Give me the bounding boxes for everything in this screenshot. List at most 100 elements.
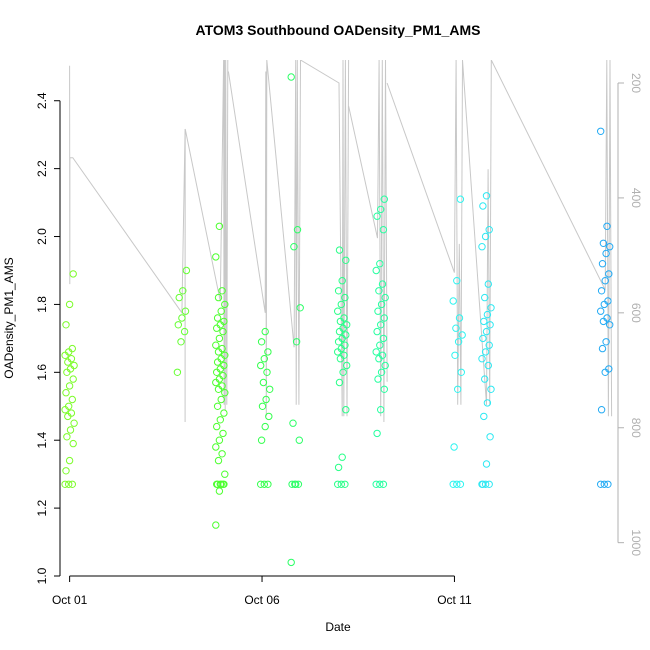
data-point [377,368,386,376]
x-axis-label: Date [325,620,351,634]
data-point [377,406,385,414]
data-point [483,399,492,407]
data-point [257,338,266,346]
y-tick-label: 2.2 [35,160,49,177]
data-point [174,321,183,329]
data-point [481,375,489,383]
data-point [68,480,77,488]
data-point [483,310,492,319]
data-point [215,222,224,231]
y2-tick-label: 400 [629,188,643,208]
data-point [481,348,490,356]
data-point [178,314,186,322]
data-point [381,361,389,370]
data-point [257,480,265,488]
data-point [334,287,343,295]
data-point [377,205,385,214]
data-point [182,266,191,275]
data-point [219,327,227,336]
data-point [287,558,295,567]
data-point [262,395,270,404]
y-axis-label: OADensity_PM1_AMS [2,257,16,378]
data-point [599,239,608,248]
data-point [376,260,384,268]
altitude-line-1 [227,60,301,417]
y2-tick-label: 1000 [629,529,643,556]
y2-tick-label: 200 [629,73,643,93]
data-point [213,480,222,488]
data-point [221,389,229,397]
altitude-line-4 [386,60,463,405]
data-point [378,280,387,288]
data-point [181,307,190,315]
data-point [376,341,384,349]
data-point [449,297,457,305]
data-point [213,422,221,431]
data-point [65,300,74,309]
y-tick-label: 2.0 [35,228,49,245]
data-point [215,436,224,444]
data-point [221,351,229,359]
data-point [334,307,342,315]
data-point [288,480,296,488]
data-point [67,355,76,363]
data-point [340,314,348,322]
data-point [216,416,225,424]
data-point [335,378,344,387]
data-point [70,419,78,427]
data-point [598,344,607,353]
data-point [341,480,349,488]
data-point [451,351,459,359]
data-point [221,470,229,478]
data-point [179,287,187,295]
data-point [296,304,304,312]
y2-tick-label: 600 [629,303,643,323]
data-point [341,341,349,349]
data-point [217,395,225,404]
data-point [334,463,343,472]
data-point [601,277,609,285]
data-point [343,321,351,329]
data-point [62,467,70,475]
data-point [481,293,489,302]
data-point [479,334,487,343]
y-tick-label: 1.0 [35,567,49,584]
data-point [600,480,608,488]
data-point [342,256,350,264]
x-tick-label: Oct 11 [437,593,472,607]
data-point [65,382,74,390]
data-point [380,385,388,393]
data-point [63,433,71,441]
data-point [212,521,220,529]
data-point [220,317,228,326]
data-point [598,260,607,268]
data-point [380,314,388,322]
data-point [478,243,486,251]
data-point [65,480,73,488]
data-point [217,307,225,315]
data-point [343,361,351,370]
data-point [342,406,350,414]
data-point [484,280,492,288]
data-point [65,402,73,410]
data-point [335,246,344,254]
data-point [265,412,273,421]
data-point [606,321,614,329]
data-point [292,338,301,346]
data-point [482,327,491,336]
data-point [376,480,384,488]
data-point [295,436,303,444]
data-point [597,127,605,136]
data-point [487,385,495,393]
data-point [373,429,381,438]
data-point [292,480,300,488]
data-point [263,368,271,376]
data-point [218,382,226,390]
data-point [597,406,606,414]
data-point [339,368,347,376]
data-point [374,307,382,315]
data-point [173,368,182,376]
data-point [67,409,76,417]
chart-title: ATOM3 Southbound OADensity_PM1_AMS [196,22,481,38]
